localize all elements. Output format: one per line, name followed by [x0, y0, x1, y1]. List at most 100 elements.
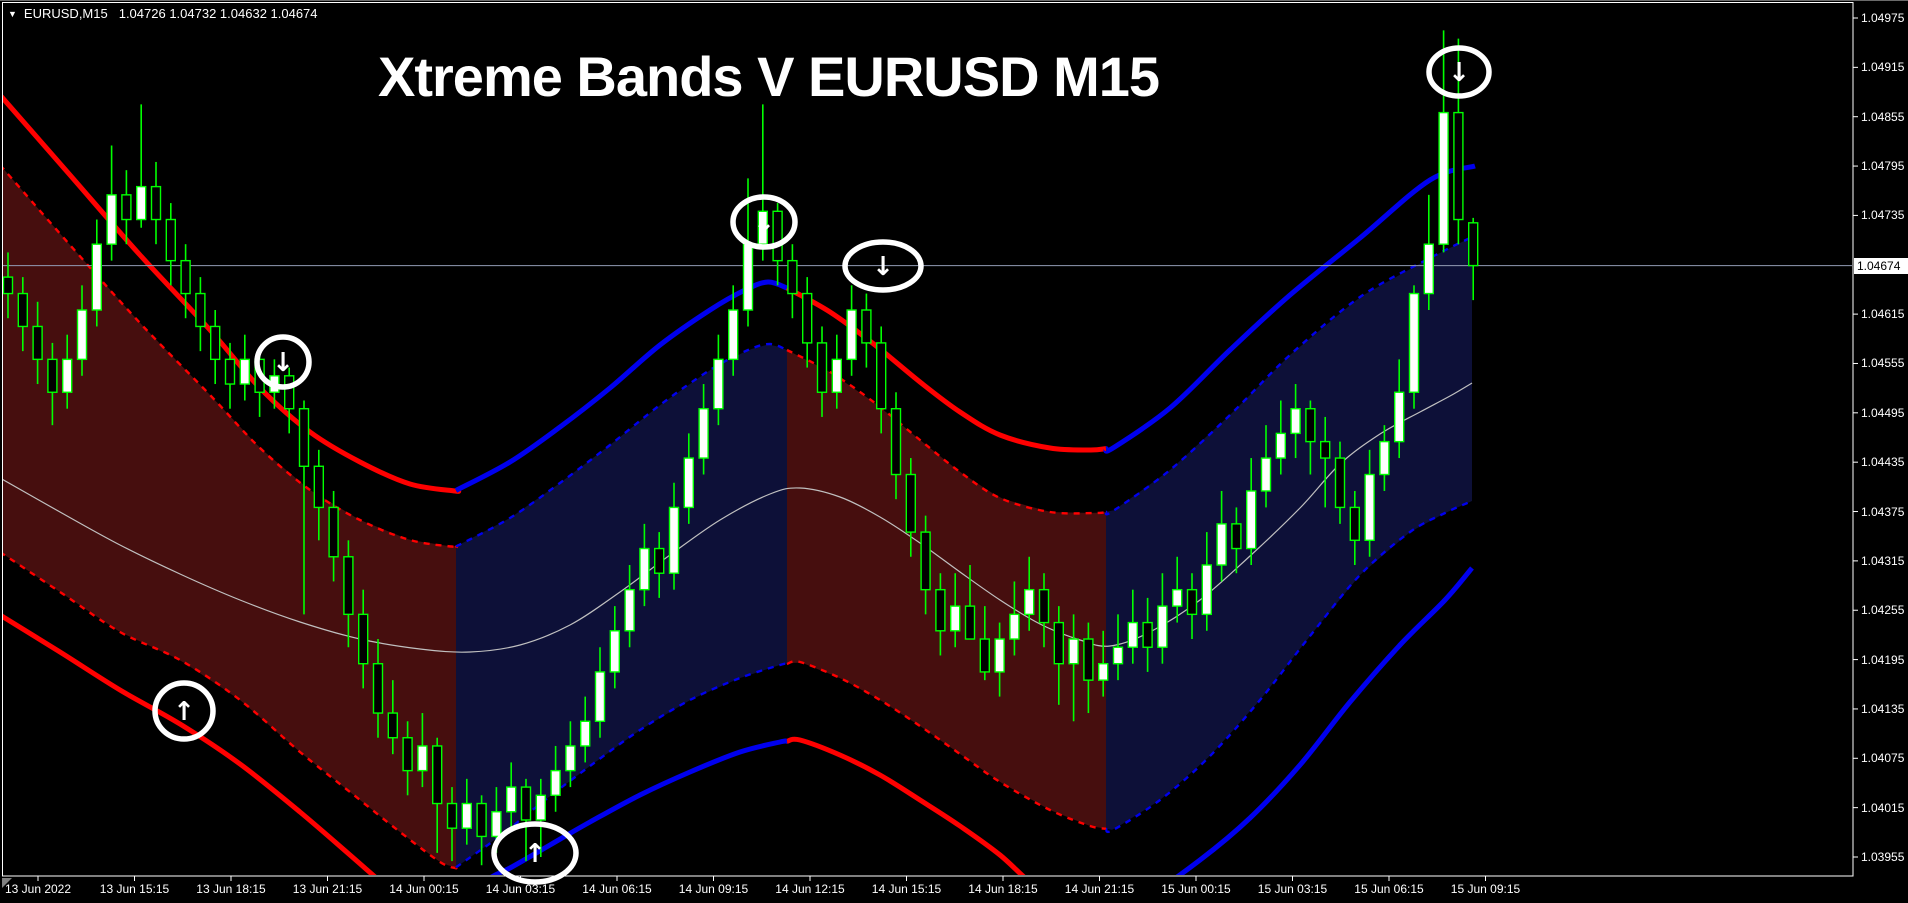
candle-body: [994, 638, 1005, 673]
candle-body: [876, 342, 887, 410]
candle-body: [1245, 490, 1257, 550]
band-line-upper_outer: [1103, 163, 1476, 454]
collapse-triangle-icon[interactable]: ▼: [8, 9, 17, 19]
candle-body: [3, 276, 14, 295]
candle-body: [1408, 292, 1420, 393]
band-fill-zones: [3, 168, 1472, 868]
candle-body: [698, 408, 709, 459]
time-tick-label: 14 Jun 09:15: [678, 882, 749, 896]
band-line-lower_inner: [786, 660, 1107, 830]
ticker-symbol: EURUSD,M15: [23, 6, 108, 21]
candle-body: [106, 194, 117, 245]
time-tick-label: 15 Jun 06:15: [1354, 882, 1424, 896]
candle-body: [432, 745, 443, 805]
candle-body: [905, 473, 916, 533]
time-tick-label: 14 Jun 00:15: [389, 882, 459, 896]
candle-body: [609, 630, 620, 673]
symbol-ticker[interactable]: ▼ EURUSD,M15 1.04726 1.04732 1.04632 1.046…: [8, 6, 318, 21]
candle-body: [802, 292, 813, 344]
ticker-ohlc-values: 1.04726 1.04732 1.04632 1.04674: [118, 6, 318, 21]
candle-body: [594, 671, 606, 722]
candle-body: [91, 243, 103, 311]
signal-circle-down[interactable]: [842, 239, 924, 293]
time-tick-label: 15 Jun 03:15: [1257, 882, 1328, 896]
candle-body: [668, 506, 680, 574]
candle-body: [1305, 408, 1316, 443]
price-tick-label: 1.04735: [1861, 208, 1905, 223]
candle-body: [565, 745, 576, 772]
price-tick-label: 1.04195: [1861, 652, 1905, 667]
band-line-lower_inner: [1104, 499, 1473, 834]
current-price-tag: 1.04674: [1854, 257, 1908, 274]
candle-body: [446, 802, 458, 829]
price-tick-label: 1.04315: [1861, 553, 1905, 568]
time-tick-label: 13 Jun 2022: [4, 882, 72, 896]
signal-circle-up[interactable]: [491, 821, 579, 885]
candle-body: [550, 769, 561, 797]
price-tick-label: 1.04255: [1861, 603, 1905, 618]
time-tick-label: 15 Jun 00:15: [1161, 882, 1231, 896]
candle-body: [47, 358, 58, 393]
candle-body: [1216, 523, 1227, 566]
price-tick-label: 1.04975: [1861, 11, 1905, 25]
candle-body: [1097, 663, 1109, 681]
signal-circle-up[interactable]: [152, 680, 216, 742]
candle-body: [639, 547, 650, 591]
price-tick-label: 1.03955: [1861, 850, 1905, 864]
signal-arrow-circles: ↓ ↑ ↑ ↓ ↓ ↓: [152, 45, 1492, 885]
window-top-edge: [0, 0, 1908, 1]
price-tick-label: 1.04795: [1861, 159, 1905, 174]
band-line-lower_outer: [786, 736, 1026, 875]
chart-border: [2, 2, 1854, 877]
band-line-upper_outer: [785, 285, 1107, 453]
candle-body: [1349, 506, 1361, 542]
candle-body: [683, 457, 694, 509]
candle-body: [979, 638, 990, 673]
band-line-lower_outer: [1175, 566, 1474, 875]
signal-circle-down[interactable]: [730, 194, 798, 250]
candle-body: [1319, 440, 1331, 459]
time-tick-label: 14 Jun 21:15: [1064, 882, 1135, 896]
band-line-lower_outer: [3, 613, 377, 875]
candle-body: [1453, 111, 1464, 221]
candle-body: [209, 325, 221, 361]
price-tick-label: 1.04915: [1861, 60, 1905, 75]
band-line-lower_inner: [3, 552, 458, 870]
candle-body: [76, 309, 88, 361]
candle-body: [298, 408, 310, 467]
candle-body: [387, 712, 398, 739]
candle-body: [1023, 588, 1035, 616]
candle-body: [402, 737, 413, 772]
candle-body: [816, 342, 828, 393]
price-tick-label: 1.04375: [1861, 504, 1905, 519]
candle-body: [239, 358, 251, 385]
band-line-upper_outer: [454, 279, 788, 493]
candle-body: [417, 745, 428, 772]
time-tick-label: 13 Jun 15:15: [99, 882, 170, 896]
candle-body: [1438, 111, 1449, 245]
candle-body: [535, 794, 546, 821]
price-tick-label: 1.04135: [1861, 701, 1905, 716]
candle-body: [17, 292, 28, 328]
time-tick-label: 13 Jun 18:15: [196, 882, 266, 896]
candle-body: [1467, 222, 1479, 267]
signal-circle-down[interactable]: [254, 334, 312, 390]
time-tick-label: 14 Jun 06:15: [582, 882, 652, 896]
candle-body: [491, 811, 502, 838]
candle-body: [742, 243, 754, 311]
candle-body: [1290, 408, 1301, 435]
candle-body: [224, 358, 236, 385]
candle-body: [62, 358, 73, 393]
signal-circle-down[interactable]: [1426, 45, 1492, 99]
time-tick-label: 14 Jun 12:15: [775, 882, 845, 896]
candle-body: [150, 185, 162, 221]
band-lines: [3, 94, 1476, 875]
price-tick-label: 1.04435: [1861, 455, 1905, 470]
candle-body: [358, 613, 369, 665]
candle-body: [1083, 638, 1094, 681]
signal-arrow-down-icon: ↓: [272, 348, 294, 378]
candle-body: [1112, 646, 1124, 665]
price-tick-label: 1.04495: [1861, 405, 1905, 420]
